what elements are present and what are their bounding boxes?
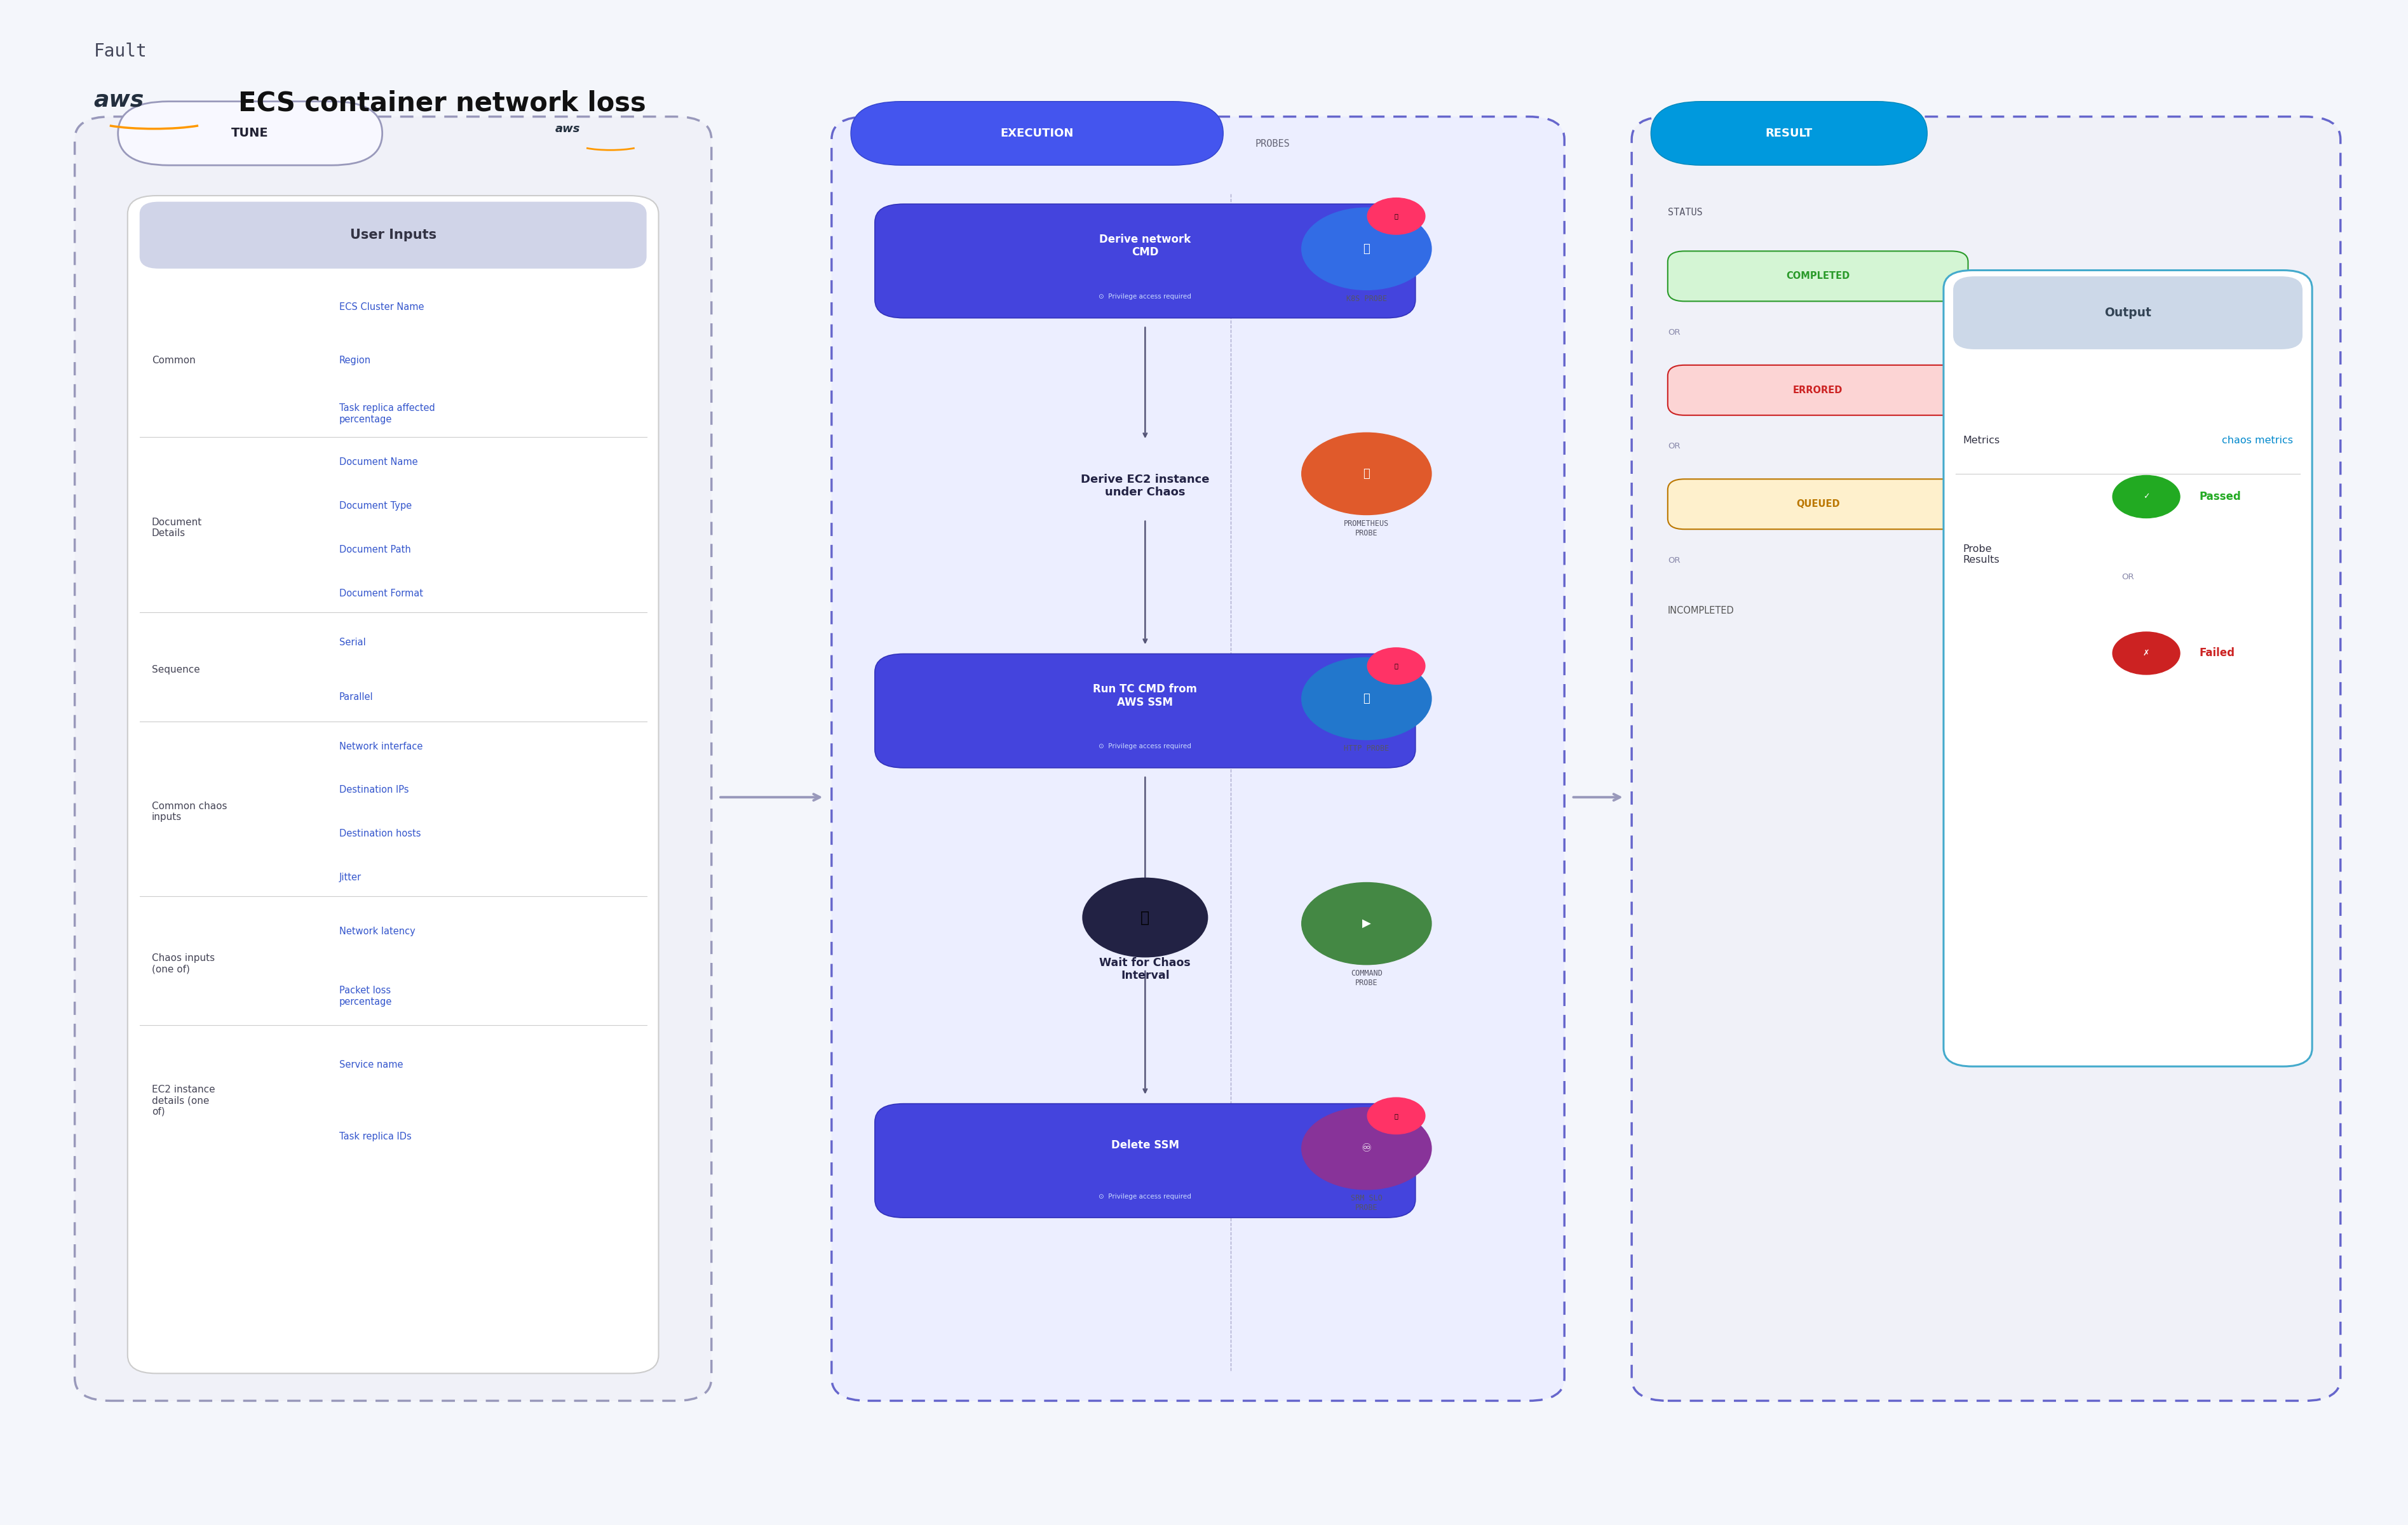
Text: 🔒: 🔒	[1394, 1113, 1399, 1119]
Text: Metrics: Metrics	[1963, 436, 1999, 445]
Text: ⊙  Privilege access required: ⊙ Privilege access required	[1098, 1193, 1192, 1200]
Text: Delete SSM: Delete SSM	[1110, 1139, 1180, 1151]
Text: OR: OR	[1669, 442, 1681, 450]
FancyBboxPatch shape	[118, 102, 383, 165]
Text: Network latency: Network latency	[340, 927, 414, 936]
Text: ✗: ✗	[2143, 650, 2150, 657]
FancyBboxPatch shape	[75, 116, 710, 1401]
Text: OR: OR	[2121, 573, 2133, 581]
Circle shape	[1368, 648, 1426, 685]
Text: OR: OR	[1669, 328, 1681, 337]
Text: Chaos inputs
(one of): Chaos inputs (one of)	[152, 953, 214, 974]
Text: COMPLETED: COMPLETED	[1787, 271, 1849, 281]
Text: Task replica affected
percentage: Task replica affected percentage	[340, 404, 436, 424]
Text: Packet loss
percentage: Packet loss percentage	[340, 985, 393, 1007]
Text: RESULT: RESULT	[1765, 128, 1813, 139]
Text: Derive EC2 instance
under Chaos: Derive EC2 instance under Chaos	[1081, 474, 1209, 499]
FancyBboxPatch shape	[850, 102, 1223, 165]
Circle shape	[1303, 657, 1430, 740]
Text: Fault: Fault	[94, 43, 147, 59]
FancyBboxPatch shape	[874, 1104, 1416, 1217]
Text: PROMETHEUS
PROBE: PROMETHEUS PROBE	[1344, 520, 1389, 537]
FancyBboxPatch shape	[1953, 276, 2302, 349]
Text: Wait for Chaos
Interval: Wait for Chaos Interval	[1100, 956, 1192, 982]
FancyBboxPatch shape	[1652, 102, 1926, 165]
Text: ERRORED: ERRORED	[1794, 386, 1842, 395]
Text: ECS container network loss: ECS container network loss	[238, 90, 645, 116]
Text: 🕐: 🕐	[1141, 910, 1149, 926]
Text: Serial: Serial	[340, 637, 366, 647]
Text: TUNE: TUNE	[231, 127, 270, 139]
FancyBboxPatch shape	[831, 116, 1565, 1401]
Circle shape	[1303, 433, 1430, 515]
Text: 🔒: 🔒	[1394, 663, 1399, 669]
Text: Region: Region	[340, 355, 371, 366]
Text: COMMAND
PROBE: COMMAND PROBE	[1351, 970, 1382, 987]
Text: Destination IPs: Destination IPs	[340, 785, 409, 795]
Text: Failed: Failed	[2199, 648, 2235, 659]
Text: Sequence: Sequence	[152, 665, 200, 674]
Circle shape	[1303, 1107, 1430, 1190]
FancyBboxPatch shape	[1669, 364, 1967, 415]
Text: SRM SLO
PROBE: SRM SLO PROBE	[1351, 1194, 1382, 1212]
Text: STATUS: STATUS	[1669, 207, 1702, 217]
Text: aws: aws	[556, 124, 580, 134]
Text: ▶: ▶	[1363, 918, 1370, 929]
FancyBboxPatch shape	[874, 204, 1416, 319]
Text: Probe
Results: Probe Results	[1963, 544, 1999, 564]
Text: ⊙  Privilege access required: ⊙ Privilege access required	[1098, 293, 1192, 300]
FancyBboxPatch shape	[1633, 116, 2341, 1401]
Circle shape	[1084, 878, 1206, 958]
Text: Document Type: Document Type	[340, 502, 412, 511]
Text: PROBES: PROBES	[1255, 139, 1291, 149]
Text: Destination hosts: Destination hosts	[340, 830, 421, 839]
FancyBboxPatch shape	[1669, 479, 1967, 529]
Circle shape	[1368, 1098, 1426, 1135]
Text: EC2 instance
details (one
of): EC2 instance details (one of)	[152, 1084, 214, 1116]
FancyBboxPatch shape	[1669, 252, 1967, 302]
Circle shape	[1303, 883, 1430, 965]
Text: ✓: ✓	[2143, 493, 2150, 500]
FancyBboxPatch shape	[874, 654, 1416, 767]
Text: ECS Cluster Name: ECS Cluster Name	[340, 302, 424, 313]
FancyBboxPatch shape	[140, 201, 648, 268]
Text: QUEUED: QUEUED	[1796, 499, 1840, 509]
Text: ⊙  Privilege access required: ⊙ Privilege access required	[1098, 743, 1192, 750]
Circle shape	[2112, 476, 2179, 518]
Text: Run TC CMD from
AWS SSM: Run TC CMD from AWS SSM	[1093, 683, 1197, 708]
Text: ♾: ♾	[1361, 1142, 1373, 1154]
Circle shape	[1303, 207, 1430, 290]
Text: Document Path: Document Path	[340, 544, 412, 554]
Text: Derive network
CMD: Derive network CMD	[1100, 233, 1192, 258]
Text: INCOMPLETED: INCOMPLETED	[1669, 605, 1734, 615]
Circle shape	[2112, 631, 2179, 674]
Text: Parallel: Parallel	[340, 692, 373, 702]
Text: 🔒: 🔒	[1394, 214, 1399, 220]
Circle shape	[1368, 198, 1426, 235]
Text: Service name: Service name	[340, 1060, 402, 1069]
Text: Jitter: Jitter	[340, 872, 361, 881]
Text: EXECUTION: EXECUTION	[999, 128, 1074, 139]
Text: Passed: Passed	[2199, 491, 2242, 502]
Text: Document Name: Document Name	[340, 458, 417, 467]
FancyBboxPatch shape	[128, 195, 657, 1374]
Text: K8S PROBE: K8S PROBE	[1346, 294, 1387, 302]
Text: Document
Details: Document Details	[152, 517, 202, 538]
Text: Network interface: Network interface	[340, 741, 421, 752]
Text: Common chaos
inputs: Common chaos inputs	[152, 802, 226, 822]
Text: aws: aws	[94, 88, 144, 111]
Text: HTTP PROBE: HTTP PROBE	[1344, 744, 1389, 752]
Text: Task replica IDs: Task replica IDs	[340, 1132, 412, 1142]
Text: Common: Common	[152, 355, 195, 366]
Text: 🌐: 🌐	[1363, 692, 1370, 705]
FancyBboxPatch shape	[1943, 270, 2312, 1066]
Text: Output: Output	[2105, 307, 2150, 319]
Text: User Inputs: User Inputs	[349, 229, 436, 241]
Text: Document Format: Document Format	[340, 589, 424, 598]
Text: chaos metrics: chaos metrics	[2223, 436, 2292, 445]
Text: OR: OR	[1669, 557, 1681, 564]
Text: 🔥: 🔥	[1363, 468, 1370, 479]
Text: ⎈: ⎈	[1363, 242, 1370, 255]
